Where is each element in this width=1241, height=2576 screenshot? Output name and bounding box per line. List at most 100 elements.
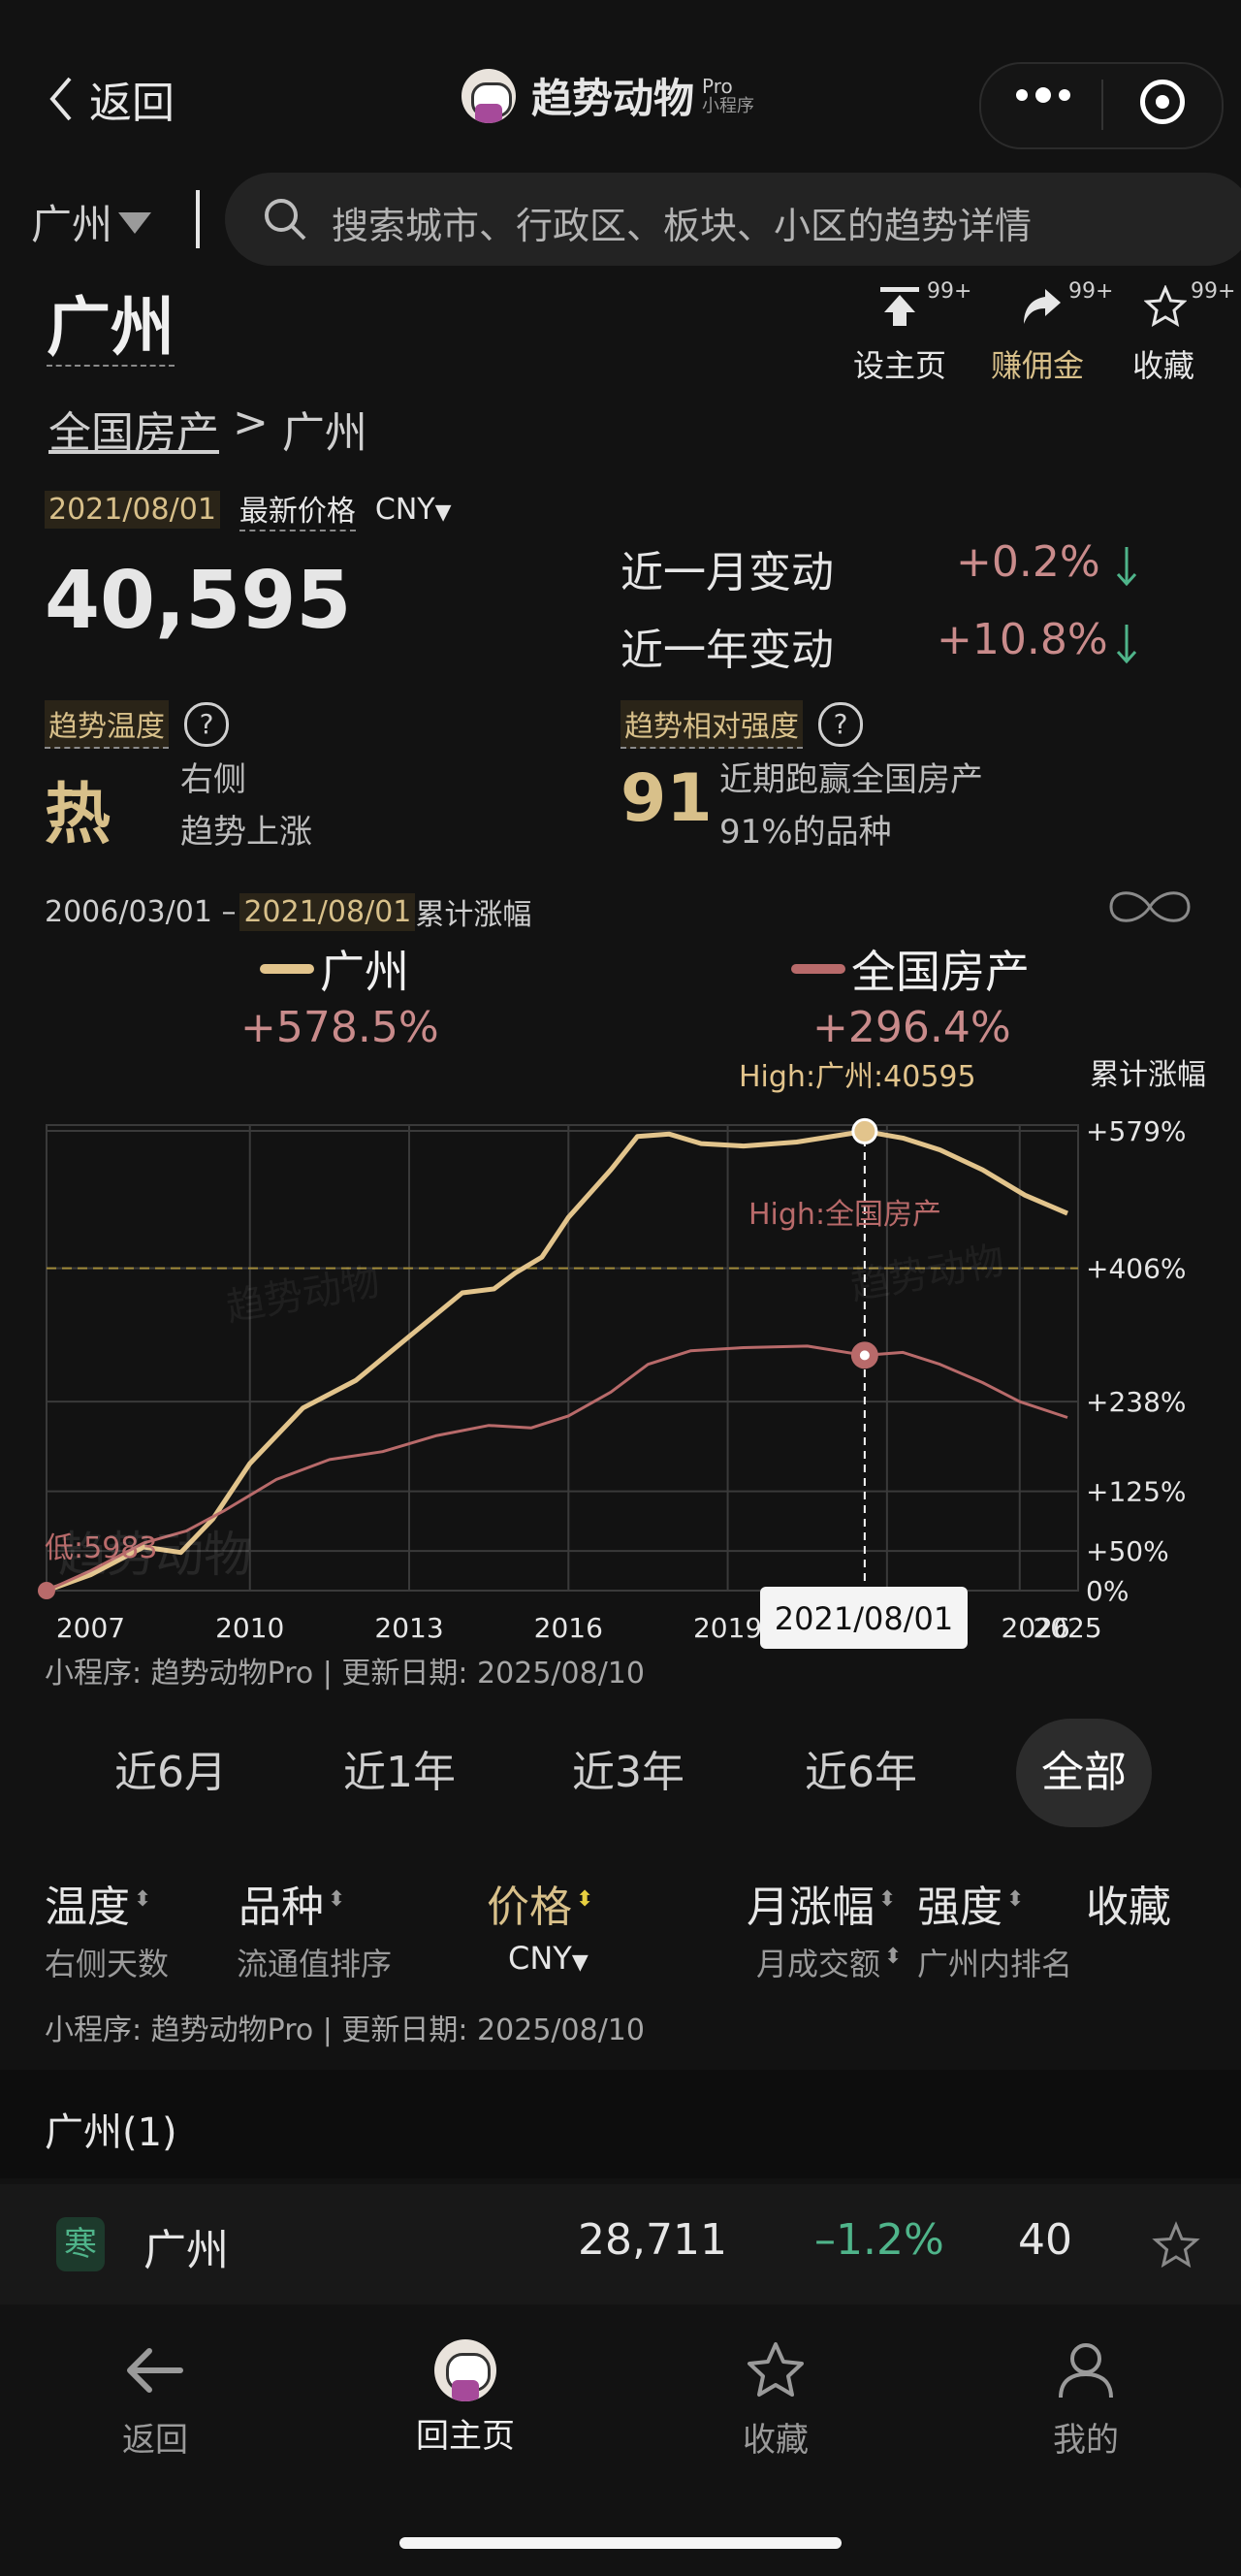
column-header-temperature[interactable]: 温度 ⬍	[45, 1872, 151, 1934]
back-button[interactable]: 返回	[47, 68, 175, 130]
y-tick-label: +406%	[1086, 1253, 1187, 1285]
sort-icon: ⬍	[878, 1887, 897, 1913]
search-placeholder: 搜索城市、行政区、板块、小区的趋势详情	[332, 205, 1033, 247]
period-tab-1y[interactable]: 近1年	[343, 1748, 456, 1797]
app-avatar-icon	[434, 2339, 496, 2401]
legend-swatch	[791, 964, 845, 974]
month-change-value: +0.2%	[956, 537, 1100, 587]
temperature-badge: 寒	[56, 2217, 105, 2271]
more-menu-icon[interactable]	[1016, 87, 1070, 103]
badge-count: 99+	[1068, 279, 1114, 304]
svg-text:趋势动物: 趋势动物	[847, 1239, 1008, 1309]
nav-profile[interactable]: 我的	[989, 2339, 1183, 2461]
nav-favorites[interactable]: 收藏	[679, 2339, 873, 2461]
legend-item-national[interactable]: 全国房产	[791, 937, 1030, 1001]
home-indicator	[399, 2537, 842, 2549]
series-line-guangzhou	[46, 1128, 1068, 1594]
city-selector-label: 广州	[31, 201, 113, 248]
x-tick-label: 2025	[1033, 1612, 1101, 1644]
search-input[interactable]: 搜索城市、行政区、板块、小区的趋势详情	[225, 173, 1241, 266]
currency-value: CNY	[508, 1940, 572, 1977]
x-tick-label: 2026	[1002, 1612, 1070, 1644]
app-title: 趋势动物 Pro 小程序	[461, 66, 754, 125]
row-price: 28,711	[578, 2215, 727, 2265]
y-tick-label: +125%	[1086, 1476, 1187, 1508]
column-header-favorite: 收藏	[1086, 1883, 1171, 1932]
column-header-month-change[interactable]: 月涨幅 ⬍	[747, 1872, 896, 1934]
cursor-point-guangzhou	[851, 1117, 878, 1144]
chart-source: 小程序: 趋势动物Pro | 更新日期: 2025/08/10	[45, 1657, 645, 1690]
row-change: –1.2%	[814, 2215, 944, 2265]
high-label-guangzhou: High:广州:40595	[739, 1060, 976, 1094]
svg-text:趋势动物: 趋势动物	[223, 1260, 384, 1331]
legend-name: 广州	[320, 946, 409, 998]
star-icon[interactable]	[1152, 2221, 1200, 2270]
strength-desc-2: 91%的品种	[719, 813, 892, 852]
help-icon[interactable]: ?	[818, 702, 863, 747]
column-header-price[interactable]: 价格 ⬍	[487, 1872, 593, 1934]
range-start: 2006/03/01 –	[45, 894, 237, 929]
period-tab-all[interactable]: 全部	[1016, 1719, 1152, 1827]
pro-badge: Pro	[702, 74, 733, 98]
sort-icon: ⬍	[884, 1945, 903, 1970]
caret-down-icon: ▼	[434, 499, 452, 525]
column-label: 强度	[917, 1883, 1002, 1932]
city-selector[interactable]: 广州	[31, 192, 153, 251]
legend-swatch	[260, 964, 314, 974]
y-axis-title: 累计涨幅	[1090, 1058, 1206, 1092]
infinity-icon[interactable]	[1103, 883, 1196, 931]
legend-item-guangzhou[interactable]: 广州	[260, 937, 409, 1001]
y-tick-label: +50%	[1086, 1535, 1169, 1567]
chart-cursor	[850, 1117, 878, 1587]
svg-text:趋势动物: 趋势动物	[58, 1527, 252, 1583]
legend-name: 全国房产	[851, 946, 1030, 998]
earn-commission-button[interactable]: 99+ 赚佣金	[991, 279, 1113, 388]
column-sub-temperature: 右侧天数	[45, 1946, 170, 1982]
close-program-icon[interactable]	[1140, 80, 1185, 124]
y-tick-label: 0%	[1086, 1575, 1129, 1607]
x-tick-label: 2019	[693, 1612, 762, 1644]
column-label: 价格	[487, 1883, 572, 1932]
x-tick-label: 2007	[56, 1612, 125, 1644]
nav-home[interactable]: 回主页	[368, 2339, 562, 2457]
range-row: 2006/03/01 – 2021/08/01 累计涨幅	[45, 890, 531, 933]
low-label: 低:5983	[45, 1531, 157, 1565]
column-header-variety[interactable]: 品种 ⬍	[239, 1872, 345, 1934]
mini-program-badge: 小程序	[702, 95, 755, 116]
breadcrumb-current: 广州	[281, 408, 367, 458]
high-label-national: High:全国房产	[748, 1198, 941, 1232]
favorite-label: 收藏	[1132, 347, 1195, 384]
column-sub-price[interactable]: CNY▼	[508, 1940, 589, 1977]
breadcrumb-separator: >	[233, 398, 269, 447]
nav-back[interactable]: 返回	[58, 2339, 252, 2461]
latest-price-value: 40,595	[45, 555, 352, 647]
column-sub-label: 月成交额	[756, 1946, 881, 1982]
svg-text:2021/08/01: 2021/08/01	[775, 1600, 953, 1637]
strength-header: 趋势相对强度 ?	[620, 700, 863, 749]
help-icon[interactable]: ?	[184, 702, 229, 747]
breadcrumb-root-link[interactable]: 全国房产	[48, 408, 219, 458]
period-tab-6m[interactable]: 近6月	[114, 1748, 227, 1797]
y-tick-label: +238%	[1086, 1386, 1187, 1418]
legend-change: +296.4%	[812, 1003, 1011, 1052]
period-tab-3y[interactable]: 近3年	[572, 1748, 684, 1797]
group-header: 广州(1)	[0, 2070, 1241, 2178]
table-row[interactable]: 寒 广州 28,711 –1.2% 40	[0, 2184, 1241, 2304]
favorite-button[interactable]: 99+ 收藏	[1130, 279, 1237, 388]
column-sub-month-volume[interactable]: 月成交额 ⬍	[756, 1940, 902, 1984]
set-homepage-button[interactable]: 99+ 设主页	[849, 279, 971, 388]
currency-selector[interactable]: CNY▼	[375, 493, 452, 527]
divider	[196, 190, 200, 248]
mini-program-capsule	[979, 62, 1224, 149]
arrow-down-icon	[1116, 547, 1137, 587]
period-tab-6y[interactable]: 近6年	[805, 1748, 917, 1797]
column-header-strength[interactable]: 强度 ⬍	[917, 1872, 1024, 1934]
latest-price-label: 最新价格	[239, 487, 356, 531]
badge-count: 99+	[927, 279, 972, 304]
sort-icon: ⬍	[328, 1887, 346, 1913]
year-change-label: 近一年变动	[620, 626, 834, 675]
search-icon	[265, 199, 306, 241]
app-name: 趋势动物	[531, 75, 695, 122]
